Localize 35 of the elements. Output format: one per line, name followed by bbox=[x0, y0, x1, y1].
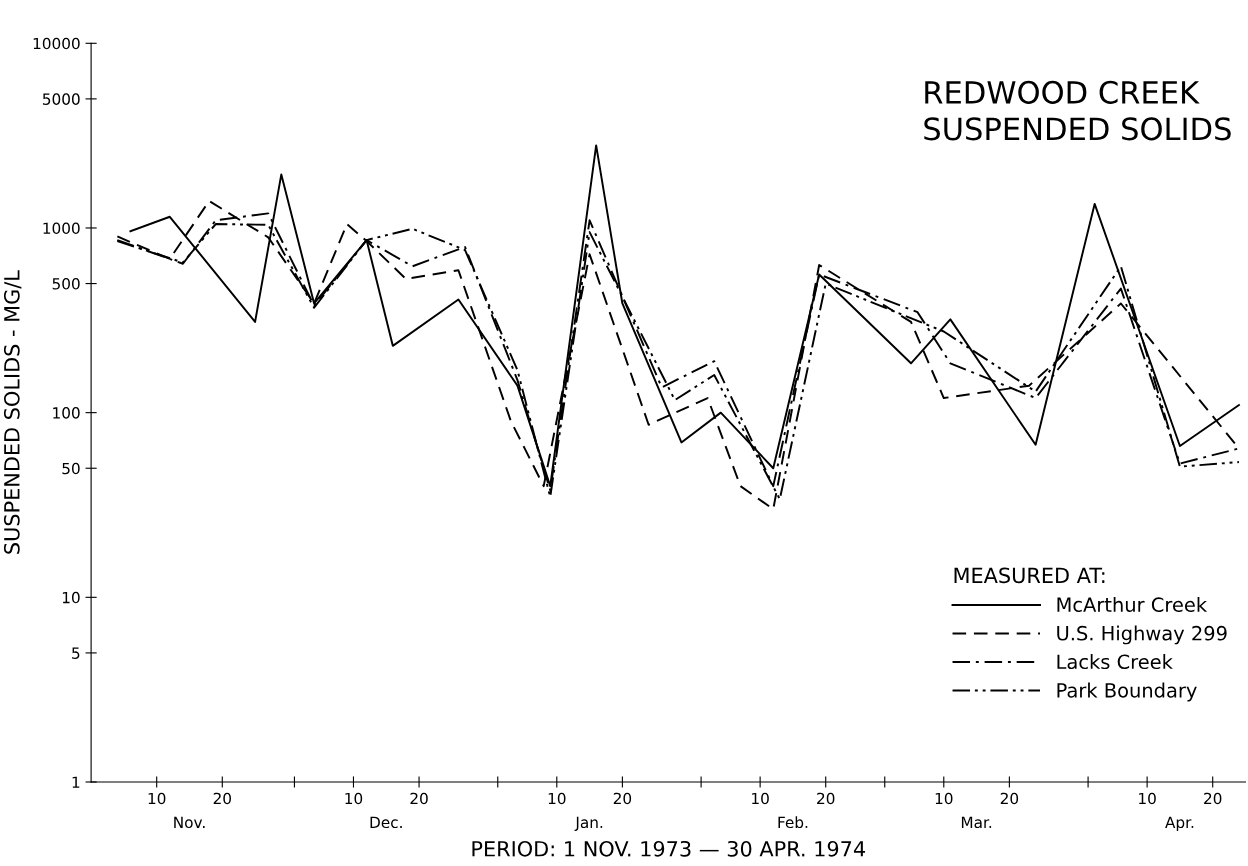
x-tick-label: 10 bbox=[1139, 792, 1156, 805]
y-axis-title: SUSPENDED SOLIDS - MG/L bbox=[3, 270, 22, 554]
legend-label: Park Boundary bbox=[1057, 682, 1197, 702]
y-tick-label: 10 bbox=[62, 591, 80, 604]
x-tick-label: 20 bbox=[1204, 792, 1222, 805]
y-tick-label: 50 bbox=[62, 462, 80, 475]
legend-label: U.S. Highway 299 bbox=[1057, 625, 1227, 645]
text: Nov. bbox=[174, 816, 205, 829]
x-tick-label: 10 bbox=[148, 792, 166, 805]
x-tick-label: 20 bbox=[1000, 792, 1019, 805]
text: Jan. bbox=[574, 816, 603, 831]
x-tick-label: 20 bbox=[817, 792, 835, 805]
y-tick-label: 500 bbox=[52, 278, 80, 290]
y-tick-label: 1 bbox=[72, 776, 80, 788]
x-axis-title: PERIOD: 1 NOV. 1973 — 30 APR. 1974 bbox=[472, 840, 866, 857]
x-tick-label: 10 bbox=[345, 792, 363, 805]
text: Feb. bbox=[778, 816, 808, 829]
x-tick-label: 20 bbox=[410, 792, 428, 805]
y-tick-label: 100 bbox=[53, 407, 80, 419]
legend-label: Lacks Creek bbox=[1057, 654, 1173, 670]
x-tick-label: 20 bbox=[213, 792, 231, 805]
y-tick-label: 5000 bbox=[42, 93, 80, 105]
legend-title: MEASURED AT: bbox=[954, 567, 1105, 584]
y-tick-label: 1000 bbox=[43, 222, 80, 234]
text: REDWOOD CREEK SUSPENDED SOLIDS bbox=[924, 80, 1231, 141]
x-tick-label: 20 bbox=[613, 792, 632, 805]
y-tick-label: 10000 bbox=[33, 37, 80, 50]
text: Dec. bbox=[370, 816, 402, 829]
x-tick-label: 10 bbox=[935, 792, 953, 805]
x-tick-label: 10 bbox=[548, 792, 566, 805]
legend-label: McArthur Creek bbox=[1057, 596, 1208, 613]
y-tick-label: 5 bbox=[72, 647, 80, 659]
text: Apr. bbox=[1165, 816, 1194, 832]
text: Mar. bbox=[961, 816, 992, 829]
x-tick-label: 10 bbox=[752, 792, 769, 805]
